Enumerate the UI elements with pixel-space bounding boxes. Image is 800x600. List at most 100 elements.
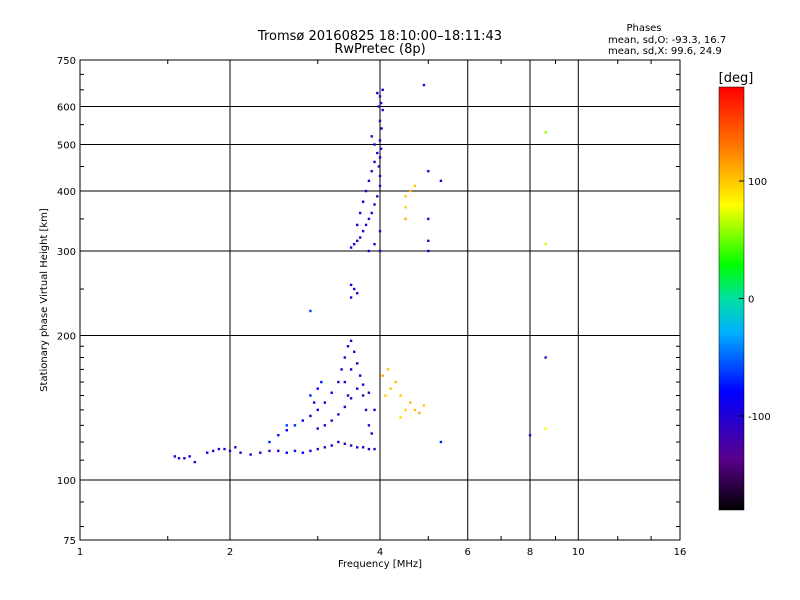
data-point [183,457,186,460]
data-point [316,408,319,412]
data-point [346,394,350,397]
data-point [358,211,362,215]
data-point [439,440,443,444]
data-point [370,169,373,173]
y-axis-label: Stationary phase Virtual Height [km] [39,208,50,392]
data-point [352,242,356,246]
data-point [355,292,359,295]
y-tick-label: 75 [63,536,76,547]
data-point [378,249,382,253]
data-point [177,457,181,460]
data-point [293,424,297,427]
phases-line-o: mean, sd,O: -93.3, 16.7 [608,35,726,46]
data-point [378,174,382,178]
data-point [205,451,209,454]
data-point [404,408,407,412]
data-point [301,419,305,422]
x-tick-label: 6 [465,547,471,558]
data-point [373,160,376,164]
data-point [343,405,347,409]
data-point [409,401,412,404]
data-point [361,383,365,386]
data-point [337,413,340,416]
data-point [427,249,430,253]
data-point [346,345,350,348]
data-point [234,446,237,449]
data-point [349,444,353,447]
data-point [249,453,252,456]
data-point [330,391,333,394]
data-point [173,455,177,458]
data-point [377,105,381,108]
data-point [361,394,365,397]
phases-line-x: mean, sd,X: 99.6, 24.9 [608,46,722,57]
data-point [217,447,221,451]
plot-frame [79,59,681,541]
data-point [379,147,383,150]
data-point [268,440,271,444]
data-point [358,236,362,239]
data-point [386,368,390,371]
data-point [337,380,340,384]
y-tick-label: 750 [57,56,76,67]
data-point [323,446,327,449]
y-tick-label: 100 [57,476,76,487]
data-point [349,283,353,287]
data-point [259,451,262,454]
y-tick-label: 300 [57,247,76,258]
x-tick-label: 10 [572,547,585,558]
data-point [349,339,353,343]
x-tick-label: 4 [377,547,383,558]
data-point [309,449,312,453]
data-point [320,380,323,384]
data-point [378,184,382,188]
data-point [352,350,356,353]
data-point [355,446,359,449]
x-tick-label: 1 [77,547,83,558]
data-point [316,447,319,451]
data-point [378,95,382,98]
data-point [389,387,392,390]
data-point [373,203,376,206]
colorbar-tick-label: 0 [748,295,754,306]
data-point [373,242,376,246]
x-tick-label: 2 [227,547,233,558]
data-point [399,416,402,419]
y-tick-label: 600 [57,103,76,114]
axis-ticks [80,60,680,540]
data-point [228,449,232,453]
data-point [188,455,191,458]
data-point [309,414,312,418]
data-point [373,408,376,412]
data-points [173,83,547,464]
data-point [361,200,365,203]
colorbar-label: [deg] [719,71,754,86]
data-point [404,206,407,209]
chart-subtitle: RwPretec (8p) [334,42,425,57]
data-point [285,429,288,432]
data-point [544,242,547,246]
data-point [427,217,430,221]
data-point [364,408,368,412]
y-tick-label: 200 [57,332,76,343]
data-point [343,380,347,384]
data-point [337,440,340,444]
data-point [422,83,426,87]
data-point [373,143,376,146]
data-point [404,195,407,198]
data-point [367,217,371,221]
tick-labels: 1 2 4 6 8 10 16 75 100 200 300 400 500 600 750 [57,56,686,558]
data-point [367,447,371,451]
data-point [544,131,547,134]
data-point [404,217,407,221]
data-point [239,451,242,454]
data-point [316,427,319,430]
data-point [384,394,387,397]
data-point [376,91,379,95]
data-point [367,249,371,253]
data-point [361,446,365,449]
data-point [343,442,347,445]
data-point [381,374,384,377]
data-point [381,108,384,112]
